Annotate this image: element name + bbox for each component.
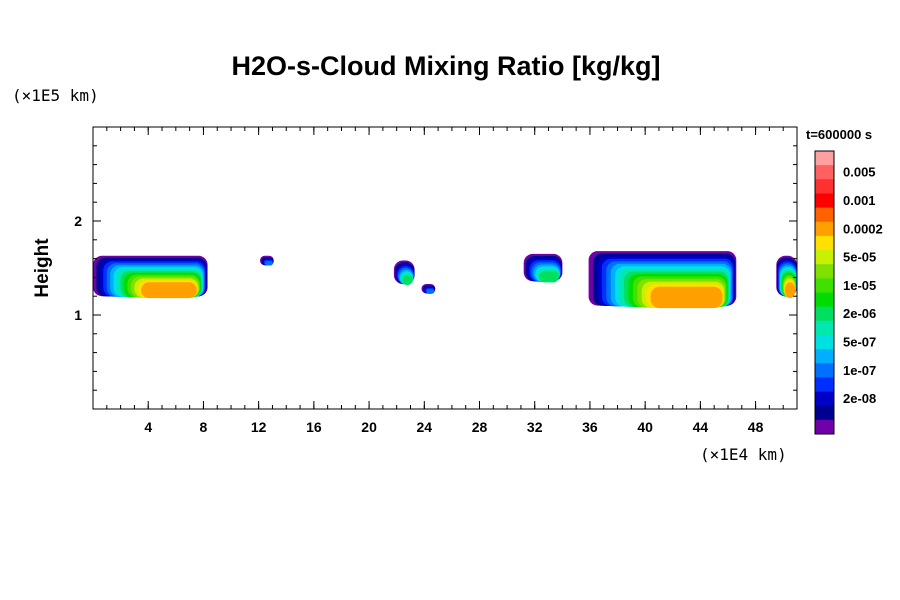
colorbar-swatch [815,151,834,166]
cloud-level-shell [539,270,559,283]
cloud-level-shell [141,282,197,299]
colorbar-label: 0.001 [843,193,876,208]
x-tick-label: 48 [748,419,764,435]
colorbar-label: 2e-08 [843,391,876,406]
colorbar-swatch [815,320,834,336]
colorbar-label: 0.0002 [843,221,883,236]
cloud-level-shell [426,289,435,294]
x-tick-label: 4 [144,419,152,435]
colorbar: 0.005 0.001 0.0002 5e-05 1e-05 2e-06 5e-07 1e-0… [814,150,883,435]
cloud-level-shell [402,275,413,285]
colorbar-swatch [815,235,834,251]
colorbar-swatch [815,264,834,279]
colorbar-label: 5e-05 [843,250,876,265]
colorbar-swatch [815,334,834,350]
colorbar-swatch [815,179,834,194]
colorbar-label: 5e-07 [843,335,876,350]
colorbar-swatch [815,306,834,322]
cloud-region [393,260,415,285]
colorbar-label: 1e-07 [843,363,876,378]
colorbar-swatch [815,250,834,265]
x-tick-label: 40 [637,419,653,435]
colorbar-swatch [815,419,834,435]
colorbar-swatch [815,405,834,421]
x-tick-label: 44 [693,419,709,435]
colorbar-swatch [815,193,834,208]
plot-frame [92,126,798,410]
y-scale-label: (×1E5 km) [12,86,99,105]
y-tick-label: 2 [74,213,82,229]
x-tick-label: 12 [251,419,267,435]
colorbar-swatch [815,349,834,364]
colorbar-label: 2e-06 [843,306,876,321]
cloud-region [523,253,563,283]
y-tick-label: 1 [74,307,82,323]
colorbar-label: 1e-05 [843,278,876,293]
x-tick-label: 8 [200,419,208,435]
colorbar-swatch [815,221,834,237]
colorbar-swatch [815,292,834,308]
cloud-region [260,255,274,266]
cloud-region [93,255,208,299]
time-label: t=600000 s [806,127,872,142]
colorbar-swatch [815,377,834,392]
y-axis-label: Height [32,238,53,298]
colorbar-label: 0.005 [843,165,876,180]
cloud-contour-layer [93,251,797,309]
cloud-region [776,255,797,299]
x-tick-label: 36 [582,419,598,435]
colorbar-swatch [815,207,834,223]
x-tick-label: 24 [417,419,433,435]
x-tick-label: 28 [472,419,488,435]
chart-title: H2O-s-Cloud Mixing Ratio [kg/kg] [232,51,661,81]
colorbar-swatch [815,363,834,378]
x-tick-label: 32 [527,419,543,435]
colorbar-frame [814,150,835,435]
colorbar-swatch [815,165,834,180]
cloud-level-shell [650,286,723,309]
cloud-region [421,284,436,294]
colorbar-swatch [815,391,834,407]
x-tick-label: 20 [361,419,377,435]
x-scale-label: (×1E4 km) [700,445,787,464]
cloud-level-shell [265,261,273,266]
x-tick-label: 16 [306,419,322,435]
colorbar-swatch [815,278,834,293]
cloud-level-shell [785,282,796,299]
cloud-region [588,251,737,309]
